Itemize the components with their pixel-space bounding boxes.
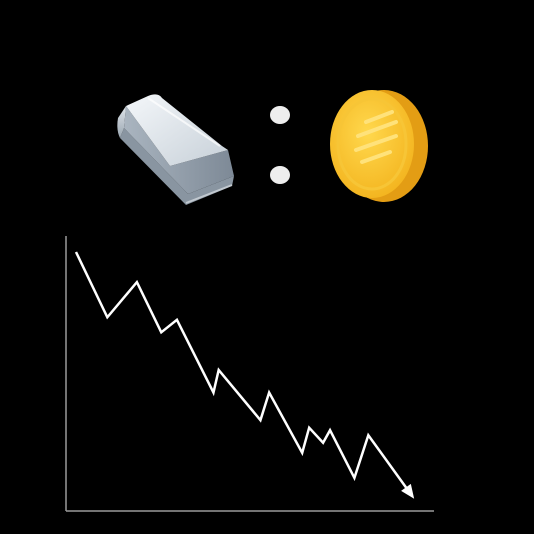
trend-arrowhead xyxy=(401,483,415,499)
silver-bar-icon xyxy=(117,94,234,205)
downward-trend-line xyxy=(74,251,413,497)
ratio-colon xyxy=(270,106,290,184)
trend-chart xyxy=(65,236,434,512)
colon-bottom-dot xyxy=(270,166,290,184)
gold-coin-icon xyxy=(330,90,428,202)
colon-top-dot xyxy=(270,106,290,124)
